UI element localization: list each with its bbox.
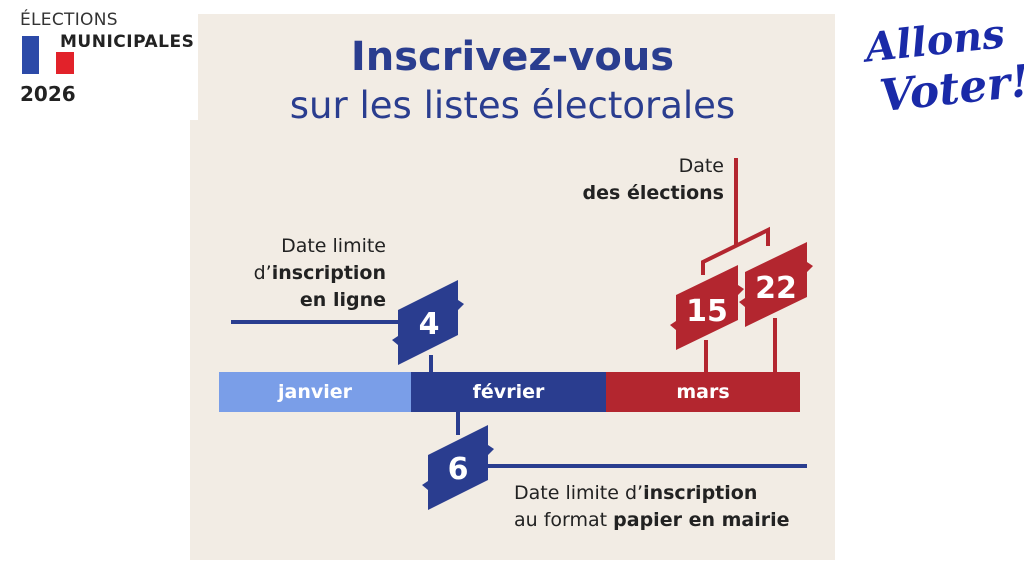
elections-l2: des élections xyxy=(582,182,724,204)
elections-l1: Date xyxy=(678,155,724,177)
title-line2: sur les listes électorales xyxy=(289,84,736,127)
flag-blue xyxy=(22,36,39,74)
paper-deadline-day: 6 xyxy=(448,452,469,487)
month-mars: mars xyxy=(606,372,800,412)
month-fevrier: février xyxy=(411,372,606,412)
online-l2b: inscription xyxy=(271,262,386,284)
paper-deadline-label: Date limite d’inscription au format papi… xyxy=(514,480,790,534)
election-round1-day: 15 xyxy=(686,294,728,329)
online-l1: Date limite xyxy=(281,235,386,257)
elections-bracket xyxy=(701,226,770,275)
paper-l1a: Date limite d’ xyxy=(514,482,644,504)
online-l2a: d’ xyxy=(253,262,272,284)
date-shape-15: 15 xyxy=(670,265,744,350)
paper-l2a: au format xyxy=(514,509,614,531)
flag-red xyxy=(56,52,74,74)
title-line1: Inscrivez-vous xyxy=(350,34,675,80)
logo-line1: ÉLECTIONS xyxy=(20,10,118,30)
online-deadline-label: Date limite d’inscription en ligne xyxy=(254,233,386,314)
elections-label: Date des élections xyxy=(583,153,724,207)
logo-year: 2026 xyxy=(20,82,76,106)
allons-voter-logo: Allons Voter! xyxy=(859,10,1024,122)
date-shape-4: 4 xyxy=(392,280,464,365)
month-janvier: janvier xyxy=(219,372,411,412)
paper-l2b: papier en mairie xyxy=(613,509,790,531)
online-deadline-day: 4 xyxy=(419,307,440,342)
online-l3: en ligne xyxy=(299,289,386,311)
date-shape-22: 22 xyxy=(739,242,813,327)
paper-l1b: inscription xyxy=(643,482,758,504)
logo-line2: MUNICIPALES xyxy=(60,32,195,52)
elections-municipales-logo: ÉLECTIONS MUNICIPALES 2026 xyxy=(0,0,198,120)
date-shape-6: 6 xyxy=(422,425,494,510)
election-round2-day: 22 xyxy=(755,271,797,306)
